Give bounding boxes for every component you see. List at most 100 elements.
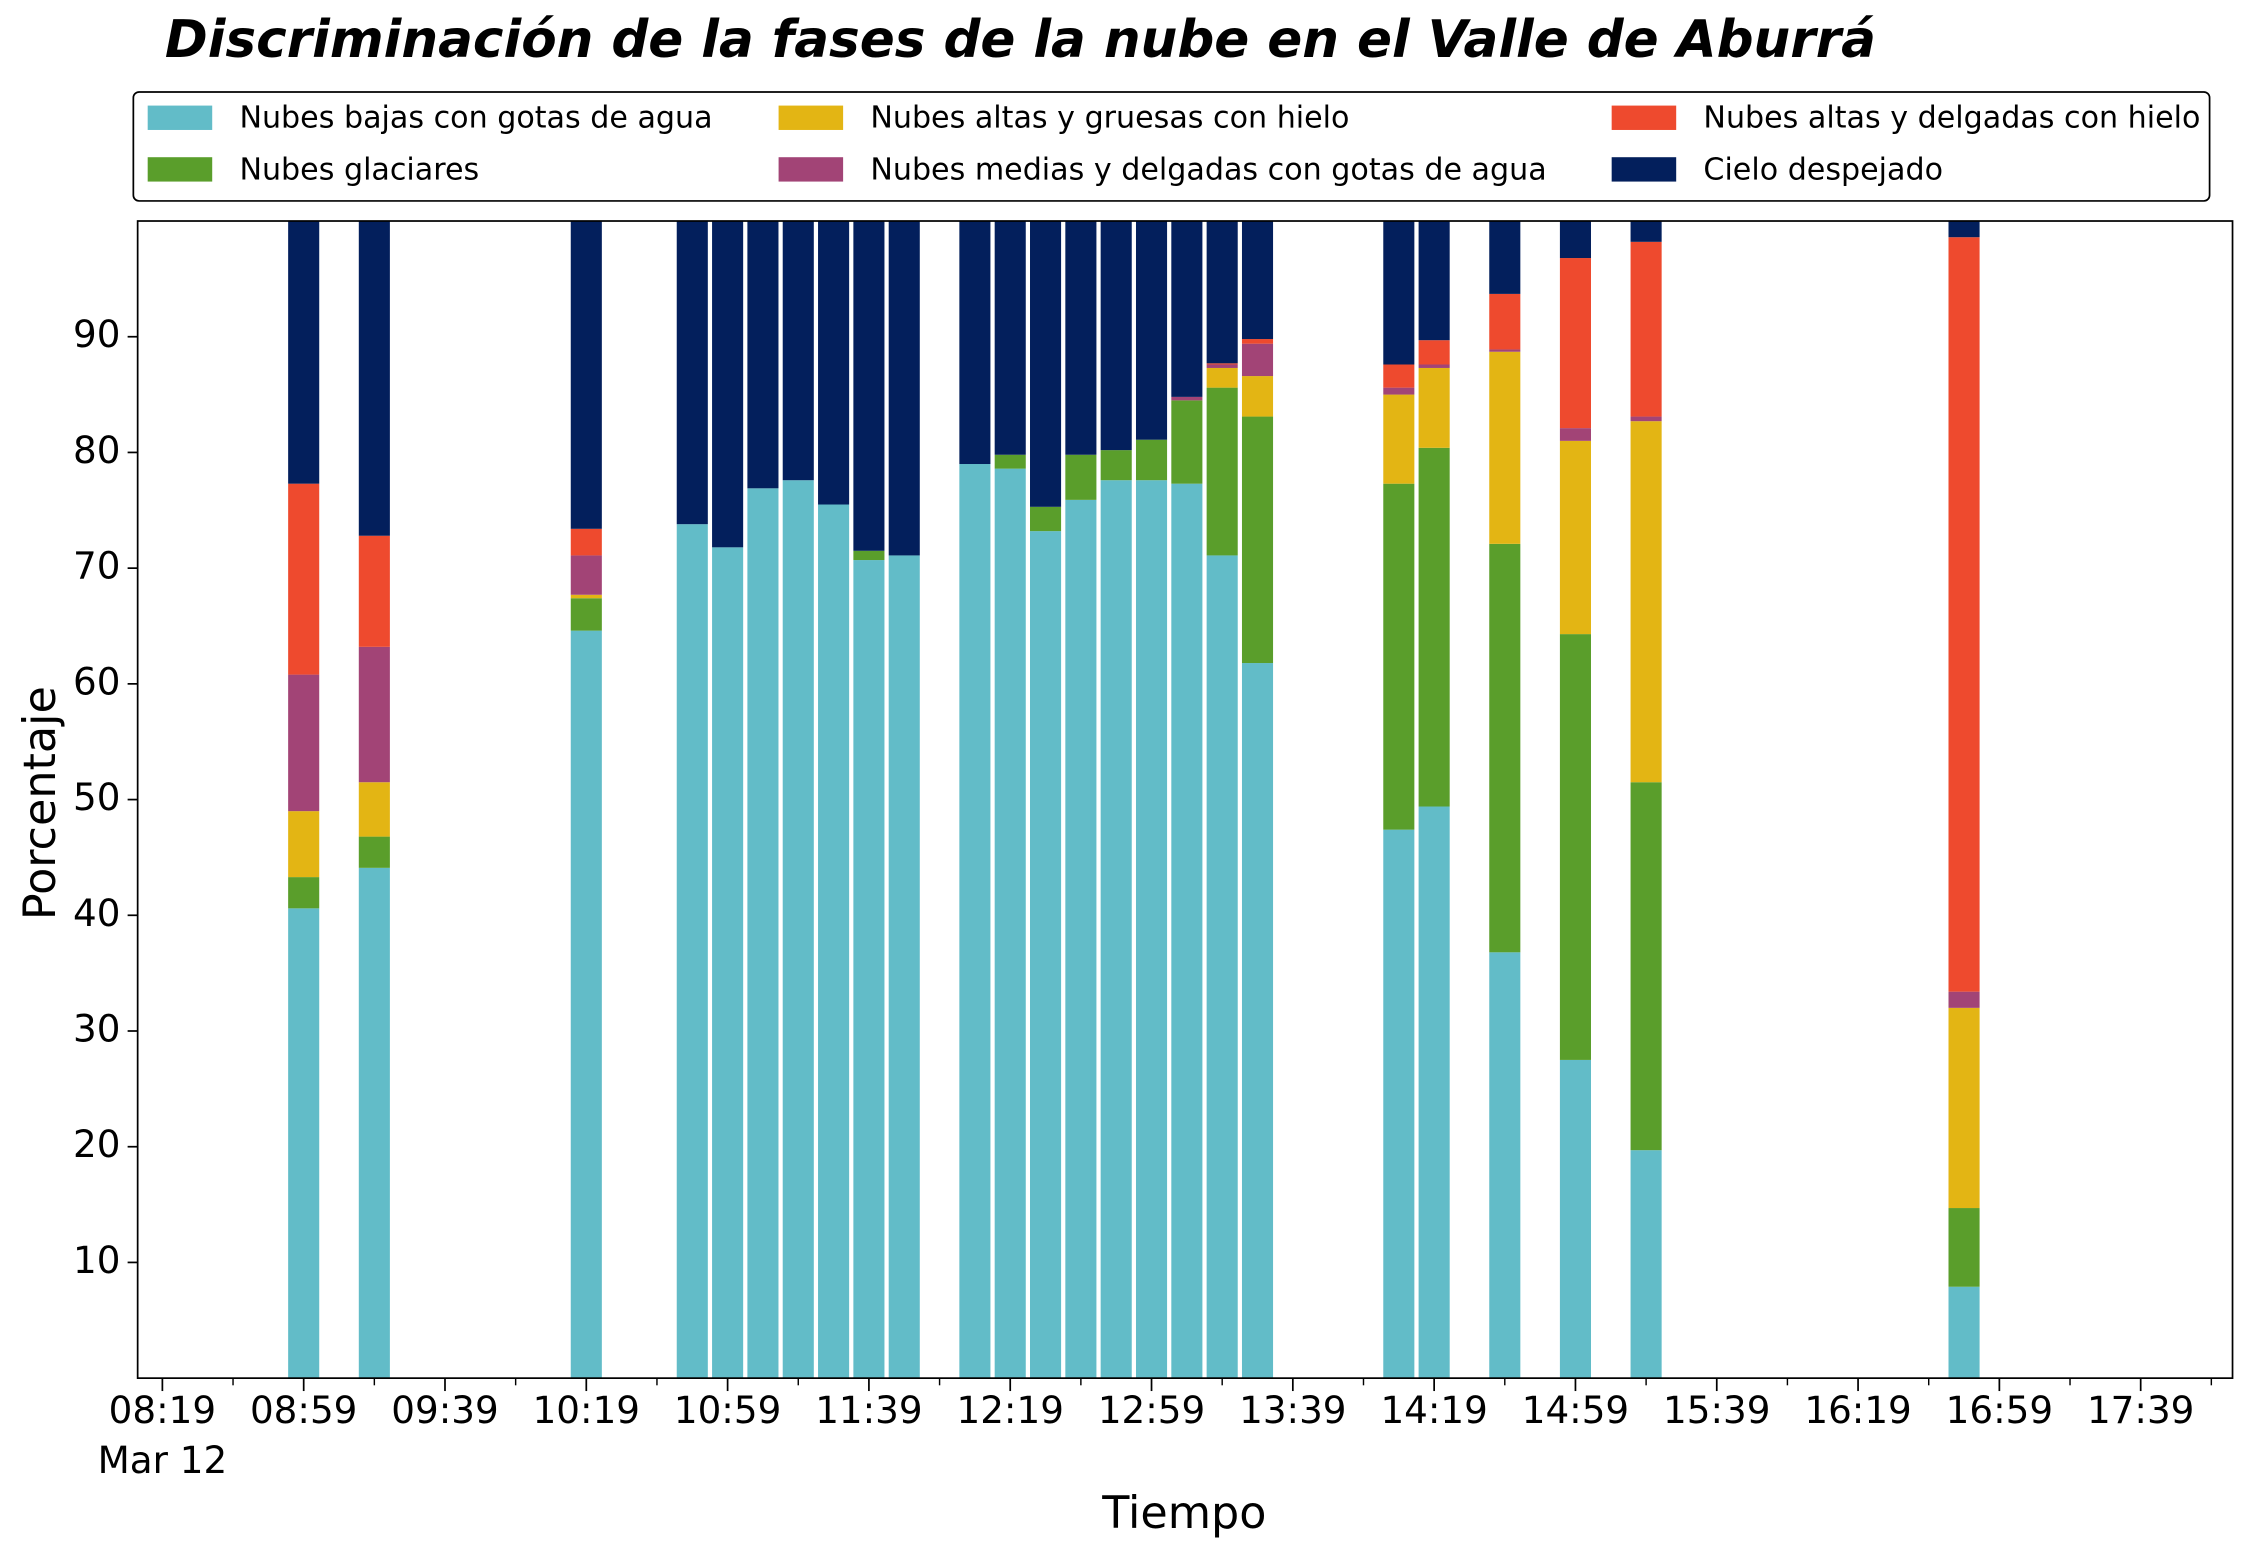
x-tick-label: 10:19 <box>533 1388 640 1432</box>
bar-segment <box>782 221 814 481</box>
y-axis-label: Porcentaje <box>15 686 66 920</box>
bar-segment <box>994 468 1026 1379</box>
y-tick-label: 40 <box>73 891 120 935</box>
bar-segment <box>1241 343 1274 377</box>
bar-segment <box>782 480 814 1379</box>
bar-segment <box>994 454 1026 469</box>
bar-segment <box>1418 447 1450 807</box>
bar-segment <box>676 221 708 525</box>
bar-segment <box>1630 416 1662 422</box>
y-tick-label: 50 <box>73 775 120 819</box>
y-tick-label: 30 <box>73 1007 120 1051</box>
bar-segment <box>1630 221 1662 242</box>
x-tick-label: 12:19 <box>957 1388 1064 1432</box>
y-tick-label: 70 <box>73 544 120 588</box>
bar-segment <box>1241 663 1274 1379</box>
bar-segment <box>1418 367 1450 448</box>
x-tick-label: 08:59 <box>250 1388 357 1432</box>
x-tick-label: 08:19 <box>109 1388 216 1432</box>
bar-segment <box>358 646 390 783</box>
bar-segment <box>1065 454 1097 500</box>
bar-segment <box>1418 806 1450 1379</box>
bar-segment <box>1241 339 1274 344</box>
x-tick-label: 14:19 <box>1380 1388 1487 1432</box>
bar-segment <box>1241 221 1274 340</box>
bar-segment <box>1241 376 1274 417</box>
bar-segment <box>1948 237 1980 992</box>
x-tick-label: 12:59 <box>1098 1388 1205 1432</box>
bar-segment <box>1559 258 1591 429</box>
bar-segment <box>288 221 320 484</box>
legend-label: Nubes medias y delgadas con gotas de agu… <box>870 152 1546 187</box>
bar-segment <box>1948 1286 1980 1379</box>
bar-segment <box>1171 400 1203 484</box>
legend-swatch <box>147 105 213 130</box>
x-axis-label: Tiempo <box>1101 1488 1266 1539</box>
bar-segment <box>1171 483 1203 1379</box>
bar-segment <box>1383 364 1415 388</box>
bar-segment <box>1630 421 1662 783</box>
x-tick-label: 14:59 <box>1522 1388 1629 1432</box>
y-tick-label: 20 <box>73 1122 120 1166</box>
legend-label: Nubes altas y gruesas con hielo <box>870 101 1349 136</box>
bar-segment <box>1418 221 1450 341</box>
bar-segment <box>1948 221 1980 238</box>
bar-segment <box>1559 221 1591 259</box>
bar-segment <box>747 488 779 1379</box>
bar-segment <box>818 504 850 1379</box>
bar-segment <box>570 630 602 1379</box>
bar-segment <box>1171 221 1203 397</box>
bar-segment <box>1418 364 1450 368</box>
bar-segment <box>1135 480 1168 1379</box>
bar-segment <box>1383 394 1415 484</box>
bar-segment <box>1489 349 1521 352</box>
bar-segment <box>570 598 602 631</box>
bar-segment <box>1100 480 1132 1379</box>
legend-swatch <box>778 105 844 130</box>
bar-segment <box>1206 221 1238 364</box>
bar-segment <box>1135 439 1168 481</box>
x-tick-label: 09:39 <box>391 1388 498 1432</box>
chart-title: Discriminación de la fases de la nube en… <box>165 10 1876 70</box>
legend-label: Nubes altas y delgadas con hielo <box>1703 101 2200 136</box>
bar-segment <box>1206 387 1238 556</box>
bar-segment <box>288 483 320 675</box>
bar-segment <box>1206 367 1238 388</box>
bar-segment <box>1948 1007 1980 1209</box>
x-tick-label: 10:59 <box>674 1388 781 1432</box>
bar-segment <box>288 811 320 878</box>
x-tick-label: 13:39 <box>1239 1388 1346 1432</box>
bar-segment <box>853 550 885 561</box>
x-tick-label: 17:39 <box>2087 1388 2194 1432</box>
bar-segment <box>994 221 1026 455</box>
bar-segment <box>288 908 320 1379</box>
x-tick-label: 15:39 <box>1663 1388 1770 1432</box>
bar-segment <box>570 555 602 595</box>
bar-segment <box>959 464 991 1379</box>
bar-segment <box>1489 351 1521 544</box>
bar-segment <box>1100 450 1132 481</box>
bar-segment <box>1383 221 1415 365</box>
bar-segment <box>1206 364 1238 368</box>
bar-segment <box>1383 483 1415 830</box>
legend-label: Nubes bajas con gotas de agua <box>239 101 712 136</box>
bar-segment <box>1030 531 1062 1379</box>
bar-segment <box>358 836 390 868</box>
bar-segment <box>1383 829 1415 1379</box>
bar-segment <box>1630 782 1662 1151</box>
bar-segment <box>358 867 390 1379</box>
bar-segment <box>1559 428 1591 441</box>
bar-segment <box>1065 221 1097 455</box>
bar-segment <box>1489 543 1521 953</box>
bar-segment <box>1030 506 1062 532</box>
plot-frame <box>136 220 2234 1379</box>
bar-segment <box>888 555 920 1379</box>
x-date-label: Mar 12 <box>98 1438 228 1482</box>
bar-segment <box>1383 387 1415 395</box>
bar-segment <box>358 782 390 837</box>
bar-segment <box>1065 499 1097 1379</box>
bar-segment <box>1206 363 1238 365</box>
bar-segment <box>712 547 744 1379</box>
bar-segment <box>288 674 320 812</box>
